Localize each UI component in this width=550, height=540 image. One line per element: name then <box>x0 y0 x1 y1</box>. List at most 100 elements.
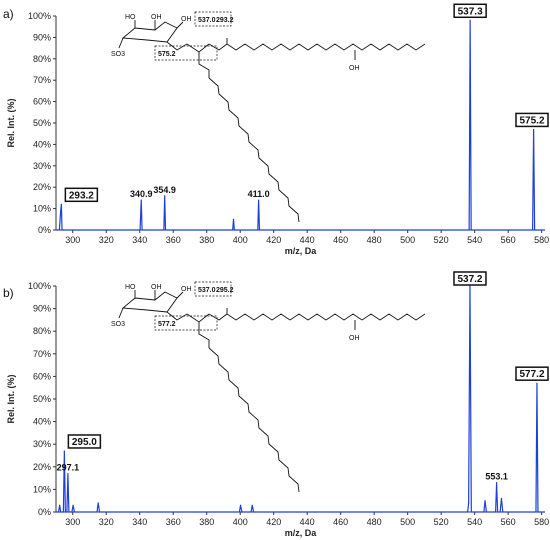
spectrum-peak-point <box>63 450 65 452</box>
x-tick-label: 440 <box>300 235 315 245</box>
fragment-label-2: 293.2 <box>216 17 234 24</box>
boxed-peak-frame <box>515 366 549 381</box>
sugar-ring <box>121 21 178 43</box>
oh-text-2: OH <box>181 286 192 293</box>
y-tick-label: 100% <box>28 11 51 21</box>
x-tick-label: 360 <box>166 235 181 245</box>
chemical-structure: HO OH OH SO3 537.0 293.2 575.2 OH <box>111 11 426 223</box>
x-tick-label: 460 <box>333 235 348 245</box>
spectrum-peak-point <box>469 19 471 21</box>
x-tick-label: 580 <box>534 235 549 245</box>
oh-bond-2 <box>176 291 184 299</box>
x-tick-label: 480 <box>367 235 382 245</box>
spectrum-peak-point <box>60 210 62 212</box>
y-tick-label: 30% <box>33 439 51 449</box>
y-tick-label: 60% <box>33 371 51 381</box>
y-axis-label: Rel. Int. (%) <box>6 374 16 423</box>
x-axis-label: m/z, Da <box>285 246 318 256</box>
fragment-label-2: 295.2 <box>216 287 234 294</box>
x-tick-label: 520 <box>434 517 449 527</box>
x-tick-label: 400 <box>233 517 248 527</box>
spectrum-peak-point <box>140 199 142 201</box>
fatty-acid-chain-top <box>226 43 426 51</box>
fatty-acid-chain-lower <box>208 347 300 493</box>
y-tick-label: 80% <box>33 326 51 336</box>
y-tick-label: 0% <box>38 225 51 235</box>
x-tick-label: 500 <box>400 517 415 527</box>
chain-oh-text: OH <box>349 65 360 72</box>
spectrum-series-line <box>56 20 545 231</box>
ho-text: HO <box>125 284 136 291</box>
glycerol-chain <box>166 41 210 53</box>
x-tick-label: 380 <box>199 517 214 527</box>
oh-text: OH <box>151 14 162 21</box>
boxed-peak-frame <box>64 187 99 203</box>
glycerol-chain <box>166 311 210 323</box>
y-tick-label: 70% <box>33 349 51 359</box>
boxed-peak-label: 537.2 <box>457 274 482 285</box>
boxed-peak-label: 575.2 <box>519 115 544 126</box>
y-tick-label: 20% <box>33 182 51 192</box>
boxed-peak-frame <box>515 112 549 128</box>
x-tick-label: 520 <box>434 235 449 245</box>
x-tick-label: 540 <box>467 517 482 527</box>
spectrum-series-line <box>56 285 545 513</box>
boxed-peak-frame <box>453 3 487 19</box>
panel-letter: b) <box>3 286 14 300</box>
boxed-peak-frame <box>453 271 487 286</box>
fragment-label-3: 577.2 <box>158 321 176 328</box>
x-tick-label: 340 <box>132 517 147 527</box>
oh-bond-2 <box>176 21 184 29</box>
y-tick-label: 90% <box>33 304 51 314</box>
y-tick-label: 100% <box>28 281 51 291</box>
y-tick-label: 40% <box>33 417 51 427</box>
spectrum-peak-point <box>536 382 538 384</box>
fragment-label-1: 537.0 <box>198 17 216 24</box>
y-tick-label: 10% <box>33 204 51 214</box>
chemical-structure: HO OH OH SO3 537.0 295.2 577.2 OH <box>111 281 426 493</box>
panel-letter: a) <box>3 7 14 21</box>
peak-label: 411.0 <box>248 189 270 199</box>
fatty-acid-chain-lower <box>208 77 300 223</box>
x-tick-label: 300 <box>65 517 80 527</box>
ester-bond-top <box>208 38 228 51</box>
x-tick-label: 580 <box>534 517 549 527</box>
sulfo-bond <box>118 307 124 319</box>
x-tick-label: 540 <box>467 235 482 245</box>
spectrum-peak-point <box>484 500 486 502</box>
y-tick-label: 0% <box>38 507 51 517</box>
fatty-acid-chain-top <box>226 313 426 321</box>
fragment-box-top <box>194 281 232 297</box>
boxed-peak-label: 577.2 <box>519 369 544 380</box>
boxed-peak-label: 295.0 <box>72 437 97 448</box>
ho-text: HO <box>125 14 136 21</box>
y-tick-label: 30% <box>33 161 51 171</box>
spectrum-peak-point <box>468 502 470 504</box>
chain-oh-text: OH <box>349 335 360 342</box>
x-tick-label: 340 <box>132 235 147 245</box>
peak-label: 297.1 <box>57 463 80 473</box>
ester-bond-top <box>208 308 228 321</box>
x-axis-label: m/z, Da <box>285 528 318 538</box>
spectrum-peak-point <box>67 472 69 475</box>
boxed-peak-label: 537.3 <box>458 6 483 17</box>
fragment-label-1: 537.0 <box>198 287 216 294</box>
spectrum-peak-point <box>232 218 235 220</box>
boxed-peak-label: 293.2 <box>69 190 94 201</box>
oh-text-2: OH <box>181 16 192 23</box>
x-tick-label: 560 <box>501 517 516 527</box>
ester-bond-lower <box>198 322 210 348</box>
spectrum-peak-point <box>72 504 74 506</box>
spectrum-peak-point <box>239 504 242 506</box>
peak-label: 553.1 <box>485 472 508 482</box>
x-tick-label: 320 <box>99 517 114 527</box>
spectrum-panel-a: a) 0% 10% 20% 30% 40% 50% 60% 70% 80% 90% 100% 300 32… <box>3 3 549 256</box>
x-tick-label: 300 <box>65 235 80 245</box>
y-axis-label: Rel. Int. (%) <box>6 98 16 147</box>
x-tick-label: 500 <box>400 235 415 245</box>
x-tick-label: 460 <box>333 517 348 527</box>
so3-text: SO3 <box>111 321 125 328</box>
x-tick-label: 420 <box>266 517 281 527</box>
x-tick-label: 360 <box>166 517 181 527</box>
